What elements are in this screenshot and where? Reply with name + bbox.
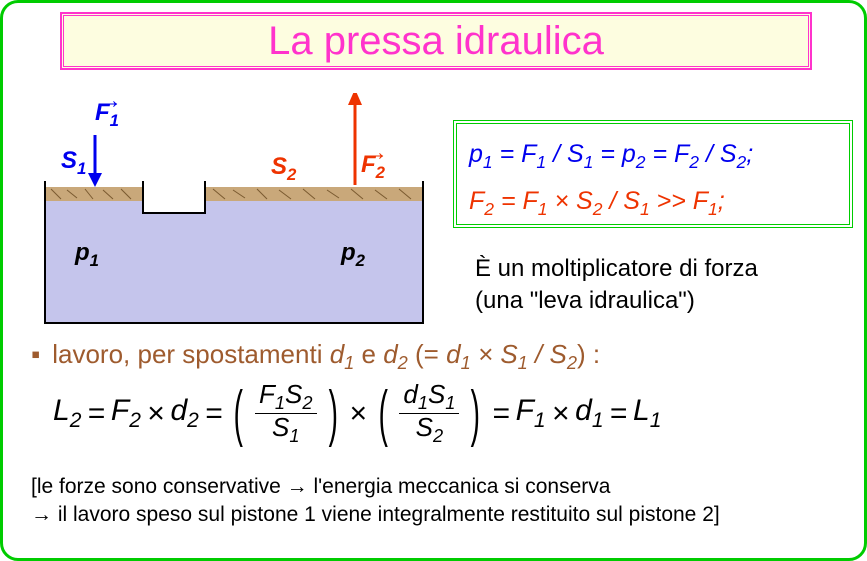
label-s1: S1 <box>61 147 86 179</box>
label-p1: p1 <box>75 239 99 271</box>
title-text: La pressa idraulica <box>268 19 604 64</box>
container-middle <box>143 181 205 213</box>
work-equation: L2 = F2 × d2 = ( F1S2 S1 ) × ( d1S1 S2 )… <box>53 381 661 447</box>
footnote-line-1: [le forze sono conservative → l'energia … <box>31 473 841 501</box>
piston-right <box>205 187 423 201</box>
note-line-2: (una "leva idraulica") <box>475 285 835 317</box>
f1-arrow <box>88 135 102 187</box>
hydraulic-press-diagram: →F1 S1 S2 →F2 p1 p2 <box>33 93 438 333</box>
note-line-1: È un moltiplicatore di forza <box>475 253 835 285</box>
title-box: La pressa idraulica <box>61 13 811 69</box>
equation-line-1: p1 = F1 / S1 = p2 = F2 / S2; <box>469 132 837 179</box>
label-s2: S2 <box>271 153 296 185</box>
label-p2: p2 <box>341 239 365 271</box>
note-text: È un moltiplicatore di forza (una "leva … <box>475 253 835 318</box>
label-f1: →F1 <box>95 99 119 131</box>
diagram-svg <box>33 93 438 333</box>
piston-left <box>45 187 143 201</box>
label-f2: →F2 <box>361 151 385 183</box>
equation-line-2: F2 = F1 × S2 / S1 >> F1; <box>469 179 837 226</box>
footnote: [le forze sono conservative → l'energia … <box>31 473 841 530</box>
bullet-work: ▪lavoro, per spostamenti d1 e d2 (= d1 ×… <box>31 339 841 374</box>
equation-box: p1 = F1 / S1 = p2 = F2 / S2; F2 = F1 × S… <box>453 120 853 228</box>
fluid-fill <box>45 201 423 323</box>
slide-frame: La pressa idraulica <box>0 0 867 561</box>
f2-arrow <box>348 93 362 185</box>
bullet-icon: ▪ <box>31 339 40 369</box>
footnote-line-2: → il lavoro speso sul pistone 1 viene in… <box>31 501 841 529</box>
